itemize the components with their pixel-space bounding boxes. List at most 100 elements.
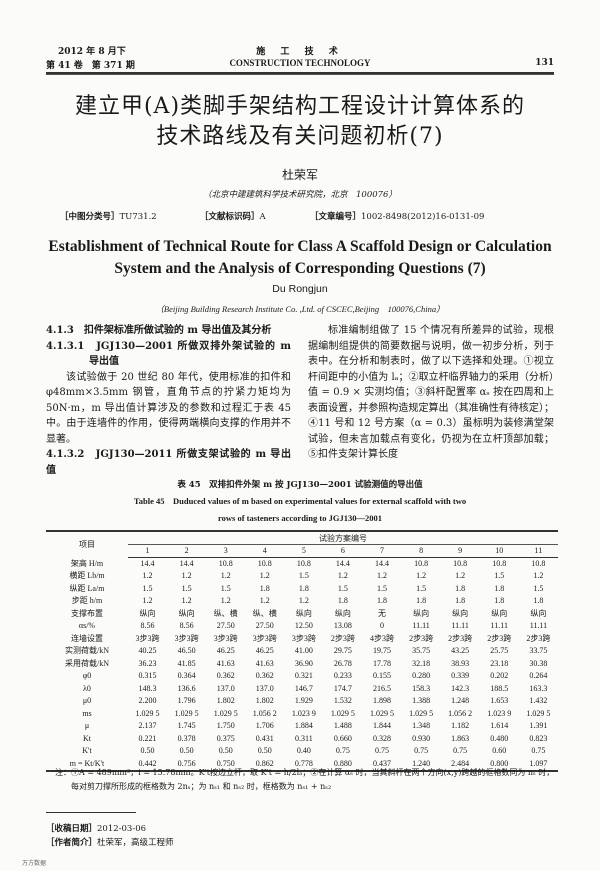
table-row: 纵距 La/m 1.5 1.5 1.5 1.8 1.8 1.5 1.5 1.5 1.8 1.8 1.5 bbox=[46, 582, 558, 595]
table-cell: 1.796 bbox=[177, 696, 196, 706]
table-cell: 142.3 bbox=[451, 683, 470, 693]
table-row: K't 0.50 0.50 0.50 0.50 0.40 0.75 0.75 0.75 0.75 0… bbox=[46, 745, 558, 758]
row-label: m = Kt/K't bbox=[69, 758, 105, 768]
table-cell: 1.2 bbox=[181, 596, 192, 606]
table-cell: 无 bbox=[378, 608, 386, 618]
row-label: αs/% bbox=[78, 621, 96, 631]
column-header: 4 bbox=[245, 544, 285, 558]
table-cell: 174.7 bbox=[333, 683, 352, 693]
table-cell: 0.862 bbox=[255, 758, 274, 768]
table-cell: 0.750 bbox=[216, 758, 235, 768]
item-header: 项目 bbox=[79, 540, 95, 549]
table-cell: 11.11 bbox=[412, 621, 430, 631]
table-cell: 0.50 bbox=[257, 746, 272, 756]
row-label: Kt bbox=[83, 733, 91, 743]
table-caption-cn: 表 45 双排扣件外架 m 按 JGJ130—2001 试验测值的导出值 bbox=[177, 480, 423, 490]
table-cell: 158.3 bbox=[412, 683, 431, 693]
table-cell: 41.63 bbox=[216, 658, 235, 668]
row-label: φ0 bbox=[82, 671, 92, 681]
table-cell: 1.2 bbox=[142, 596, 153, 606]
table-cell: 1.391 bbox=[529, 721, 548, 731]
left-column: 4.1.3 扣件架标准所做试验的 m 导出值及其分析 4.1.3.1 JGJ13… bbox=[46, 323, 291, 478]
table-cell: 1.388 bbox=[412, 696, 431, 706]
table-cell: 1.2 bbox=[220, 571, 231, 581]
table-cell: 1.2 bbox=[298, 596, 309, 606]
table-cell: 0.202 bbox=[490, 671, 509, 681]
author-bio: ［作者简介］杜荣军，高级工程师 bbox=[46, 838, 174, 848]
table-cell: 14.4 bbox=[179, 559, 194, 568]
table-cell: 1.2 bbox=[337, 571, 348, 581]
row-label: μ0 bbox=[82, 696, 92, 706]
table-cell: 1.5 bbox=[298, 571, 309, 581]
table-cell: 3步3跨 bbox=[252, 633, 277, 643]
section-heading: 4.1.3 扣件架标准所做试验的 m 导出值及其分析 bbox=[46, 325, 272, 336]
table-row: λ0 148.3 136.6 137.0 137.0 146.7 174.7 216.5 158… bbox=[46, 682, 558, 695]
header-rule bbox=[46, 72, 554, 75]
table-cell: 0.364 bbox=[177, 671, 196, 681]
table-cell: 1.8 bbox=[377, 596, 387, 606]
table-cell: 1.8 bbox=[494, 596, 505, 606]
right-column: 标准编制组做了 15 个情况有所差异的试验，现根据编制组提供的简要数据与说明，做… bbox=[308, 323, 554, 463]
table-cell: 30.38 bbox=[529, 658, 548, 668]
table-cell: 10.8 bbox=[492, 559, 507, 568]
section-heading: 4.1.3.1 JGJ130—2001 所做双排外架试验的 m 导出值 bbox=[46, 340, 291, 368]
table-cell: 1.8 bbox=[533, 596, 544, 606]
issue-date: 2012 年 8 月下 bbox=[58, 47, 126, 57]
table-cell: 0.321 bbox=[294, 671, 313, 681]
title-cn: 建立甲(A)类脚手架结构工程设计计算体系的 技术路线及有关问题初析(7) bbox=[0, 92, 600, 152]
table-cell: 0.311 bbox=[295, 733, 313, 743]
table-cell: 1.5 bbox=[533, 583, 544, 593]
table-cell: 163.3 bbox=[529, 683, 548, 693]
table-cell: 10.8 bbox=[453, 559, 468, 568]
table-cell: 2.200 bbox=[138, 696, 157, 706]
row-label: 步距 h/m bbox=[71, 596, 103, 606]
table-caption-en: Table 45 Duduced values of m based on ex… bbox=[133, 496, 467, 523]
table-cell: 38.93 bbox=[451, 658, 470, 668]
table-cell: 0.823 bbox=[529, 733, 548, 743]
table-cell: 纵向 bbox=[413, 608, 430, 618]
row-label: 连墙设置 bbox=[71, 633, 103, 643]
table-cell: 1.348 bbox=[412, 721, 431, 731]
article-number: ［文章编号］1002-8498(2012)16-0131-09 bbox=[310, 212, 485, 222]
table-cell: 0.800 bbox=[490, 758, 509, 768]
table-cell: 3步3跨 bbox=[291, 633, 316, 643]
table-cell: 纵、横 bbox=[213, 608, 238, 618]
table-cell: 46.25 bbox=[255, 646, 274, 656]
table-cell: 1.8 bbox=[337, 596, 348, 606]
table-cell: 0.264 bbox=[529, 671, 548, 681]
table-cell: 0.75 bbox=[335, 746, 350, 756]
table-cell: 11.11 bbox=[529, 621, 548, 631]
table-cell: 27.50 bbox=[216, 621, 235, 631]
table-cell: 1.5 bbox=[220, 583, 231, 593]
table-cell: 1.029 5 bbox=[409, 708, 434, 718]
table-cell: 26.78 bbox=[333, 658, 352, 668]
table-cell: 0.60 bbox=[492, 746, 507, 756]
table-cell: 25.75 bbox=[490, 646, 509, 656]
group-header: 试验方案编号 bbox=[319, 533, 367, 543]
table-cell: 1.532 bbox=[333, 696, 352, 706]
table-cell: 纵向 bbox=[491, 608, 508, 618]
row-label: 支撑布置 bbox=[71, 608, 103, 618]
table-cell: 137.0 bbox=[255, 683, 274, 693]
table-cell: 1.029 5 bbox=[135, 708, 160, 718]
table-cell: 1.023 9 bbox=[487, 708, 512, 718]
table-cell: 1.653 bbox=[490, 696, 509, 706]
table-row: 支撑布置 纵向 纵向 纵、横 纵、横 纵向 纵向 无 纵向 纵向 纵向 纵向 bbox=[46, 607, 558, 620]
table-cell: 1.488 bbox=[333, 721, 352, 731]
table-cell: 188.5 bbox=[490, 683, 509, 693]
column-header: 6 bbox=[323, 544, 363, 558]
table-cell: 0.880 bbox=[333, 758, 352, 768]
table-row: 横距 Lb/m 1.2 1.2 1.2 1.2 1.5 1.2 1.2 1.2 1.2 1.5 1.2 bbox=[46, 570, 558, 583]
title-line: System and the Analysis of Corresponding… bbox=[114, 260, 486, 277]
table-cell: 1.2 bbox=[259, 571, 270, 581]
table-cell: 2.137 bbox=[138, 721, 157, 731]
table-cell: 0.362 bbox=[255, 671, 274, 681]
table-row: μ0 2.200 1.796 1.802 1.802 1.929 1.532 1.898 1.3… bbox=[46, 695, 558, 708]
column-header: 10 bbox=[479, 544, 519, 558]
table-cell: 1.029 5 bbox=[213, 708, 238, 718]
table-cell: 1.2 bbox=[416, 571, 427, 581]
page-number: 131 bbox=[535, 58, 554, 68]
column-header: 1 bbox=[128, 544, 168, 558]
table-cell: 3步3跨 bbox=[213, 633, 238, 643]
title-line: 技术路线及有关问题初析(7) bbox=[156, 124, 444, 149]
